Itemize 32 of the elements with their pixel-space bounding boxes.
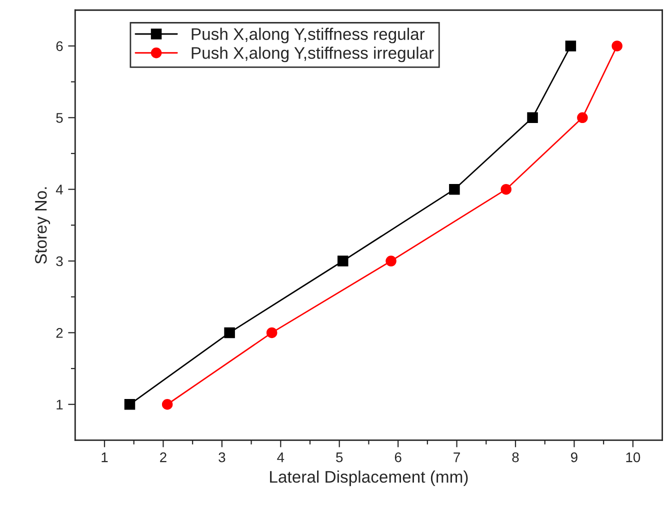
- point: [266, 327, 278, 338]
- y-tick-label: 6: [56, 41, 63, 52]
- point: [224, 327, 235, 338]
- x-tick-label: 6: [394, 452, 402, 462]
- y-tick-label: 1: [56, 400, 63, 410]
- y-tick-label: 3: [56, 256, 63, 266]
- point: [162, 398, 173, 410]
- y-tick-label: 2: [56, 328, 63, 338]
- point: [500, 184, 512, 195]
- x-tick-label: 8: [512, 452, 519, 462]
- x-tick-label: 5: [336, 452, 343, 462]
- point: [449, 184, 460, 195]
- legend-label: Push X,along Y,stiffness irregular: [192, 46, 434, 62]
- point: [612, 40, 622, 52]
- y-tick-label: 5: [56, 113, 63, 123]
- point: [565, 40, 576, 52]
- x-tick-label: 2: [160, 452, 166, 462]
- x-tick-label: 10: [626, 452, 640, 462]
- point: [338, 256, 348, 266]
- y-axis-title: Storey No.: [34, 187, 50, 264]
- y-tick-label: 4: [56, 184, 63, 194]
- x-tick-label: 4: [277, 452, 284, 462]
- point: [577, 112, 588, 124]
- x-tick-label: 7: [454, 452, 460, 462]
- point: [386, 256, 396, 266]
- x-axis-title: Lateral Displacement (mm): [270, 470, 468, 486]
- legend-label: Push X,along Y,stiffness regular: [192, 28, 425, 44]
- x-tick-label: 9: [571, 452, 578, 462]
- x-tick-label: 3: [218, 452, 226, 462]
- point: [124, 398, 136, 410]
- x-tick-label: 1: [102, 452, 108, 462]
- point: [527, 112, 538, 124]
